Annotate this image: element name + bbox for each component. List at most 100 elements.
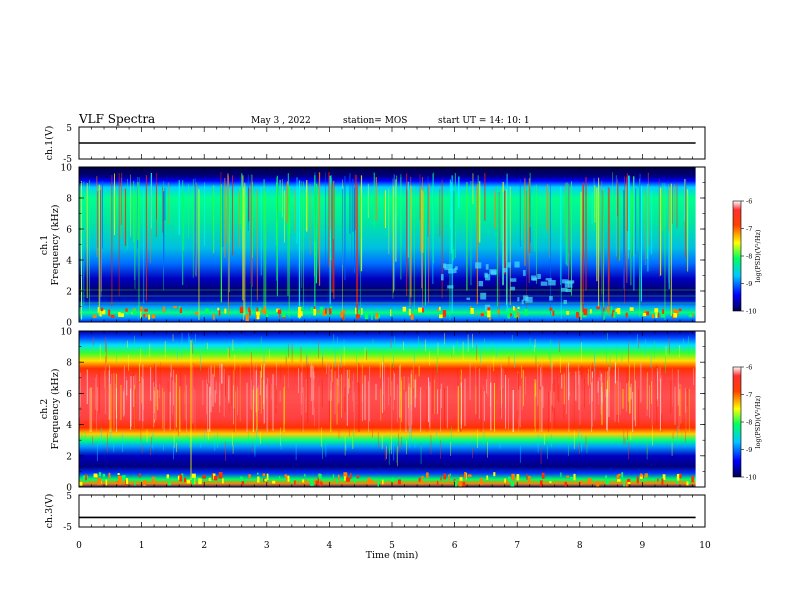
ch2-lowfreq-burst [636,476,639,484]
ch1-lowfreq-burst [249,309,251,316]
ch2-lowfreq-burst [345,477,350,482]
ch2-lowfreq-burst [202,475,206,479]
ch1-lowfreq-burst [408,308,411,316]
ch2-lowfreq-burst [306,479,309,482]
ch2-lowfreq-burst [625,480,628,487]
ch2-lowfreq-burst [118,478,122,485]
ch1-noise-patch [567,280,575,284]
ch2-lowfreq-burst [213,475,218,481]
ch1-noise-patch [466,297,471,300]
ch2-lowfreq-burst [462,481,466,487]
ch1-lowfreq-burst [97,307,100,313]
ch1-spectrogram-image [79,167,696,322]
ch3-voltage-panel: 5 -5 ch.3(V) [44,492,706,533]
ch2-lowfreq-burst [198,478,202,485]
ch2-lowfreq-burst [287,475,290,482]
ch1-lowfreq-burst [371,313,373,320]
ch2-lowfreq-burst [493,472,496,477]
ch1-noise-patch [517,297,520,302]
ch1-lowfreq-burst [355,314,360,319]
ch1-noise-patch [510,286,516,291]
ch1-colorbar [732,200,742,312]
ch1-lowfreq-burst [610,306,613,314]
ch2-lowfreq-burst [661,478,664,485]
ch1-lowfreq-burst [245,314,249,322]
ch2-spectrogram-background [79,331,696,487]
ch1-lowfreq-burst [603,314,605,320]
ch1-lowfreq-burst [566,310,570,315]
ch2-lowfreq-burst [98,472,102,477]
ch1-noise-patch [510,278,517,282]
x-tick-label: 10 [699,541,711,551]
ch2-lowfreq-burst [278,476,281,480]
ch1-lowfreq-burst [514,307,517,314]
ch2-lowfreq-burst [508,476,511,482]
ch2-lowfreq-burst [369,480,374,484]
ch1-lowfreq-burst [688,313,693,318]
ch1-noise-patch [521,299,524,305]
ch1-lowfreq-burst [364,313,369,320]
ch1-lowfreq-burst [205,308,209,314]
ch1-lowfreq-burst [316,310,320,313]
ch1-lowfreq-burst [256,313,260,320]
ch1-lowfreq-burst [489,314,491,321]
ch1-lowfreq-burst [140,311,142,319]
ch1-lowfreq-burst [279,311,281,319]
ch2-lowfreq-burst [420,479,423,485]
ch1-noise-patch [455,266,458,270]
ch1-colorbar-ticks: -6 -7 -8 -9 -10 [741,198,756,316]
ch1-lowfreq-burst [673,313,678,318]
ch2-lowfreq-burst [596,481,600,487]
ch3-ytick-bottom: -5 [63,523,72,533]
ch2-lowfreq-burst [511,473,515,481]
ch2-spectrogram-ylabel-channel: ch.2 [39,399,50,420]
ch2-lowfreq-burst [644,475,646,482]
ch1-lowfreq-burst [674,310,679,316]
ch1-noise-patch [491,270,497,276]
ch1-lowfreq-burst [313,306,316,311]
ch2-lowfreq-burst [79,481,83,486]
ch2-lowfreq-burst [605,480,610,485]
ch2-lowfreq-burst [192,477,195,485]
y-tick-label: 8 [66,359,72,369]
ch1-lowfreq-burst [658,312,660,318]
ch2-lowfreq-burst [447,474,450,481]
ch1-lowfreq-burst [673,308,677,313]
ch1-lowfreq-burst [300,306,303,311]
ch1-lowfreq-burst [562,310,565,313]
ch3-voltage-ylabel: ch.3(V) [44,494,55,529]
ch1-lowfreq-burst [438,306,441,311]
ch1-noise-patch [453,268,457,274]
ch1-ytick-bottom: -5 [63,155,72,165]
ch1-lowfreq-burst [517,306,520,309]
ch2-lowfreq-burst [191,473,196,479]
ch2-lowfreq-burst [85,473,87,481]
ch1-lowfreq-burst [144,308,148,312]
ch1-lowfreq-burst [297,311,302,318]
date-label: May 3 , 2022 [251,116,311,126]
ch1-lowfreq-burst [418,307,423,313]
ch1-lowfreq-burst [507,312,510,319]
ch2-lowfreq-burst [662,474,666,480]
ch1-lowfreq-burst [510,313,513,317]
ch2-lowfreq-burst [222,478,224,484]
ch2-lowfreq-burst [605,475,608,479]
x-tick-label: 9 [640,541,646,551]
ch2-lowfreq-burst [384,480,386,483]
ch2-lowfreq-burst [679,473,682,479]
ch2-lowfreq-burst [276,481,278,484]
ch1-lowfreq-burst [110,314,115,318]
station-label: station= MOS [343,116,407,126]
ch1-lowfreq-burst [480,313,484,317]
ch2-lowfreq-burst [244,479,246,484]
ch1-lowfreq-burst [625,312,628,318]
figure-title: VLF Spectra [78,112,155,126]
ch1-lowfreq-burst [378,313,380,318]
colorbar-tick-label: -9 [746,280,752,288]
ch1-noise-patch [525,296,533,303]
y-tick-label: 10 [61,328,73,338]
ch1-lowfreq-burst [239,306,244,314]
ch1-noise-patch [548,280,556,286]
ch2-lowfreq-burst [686,481,689,486]
